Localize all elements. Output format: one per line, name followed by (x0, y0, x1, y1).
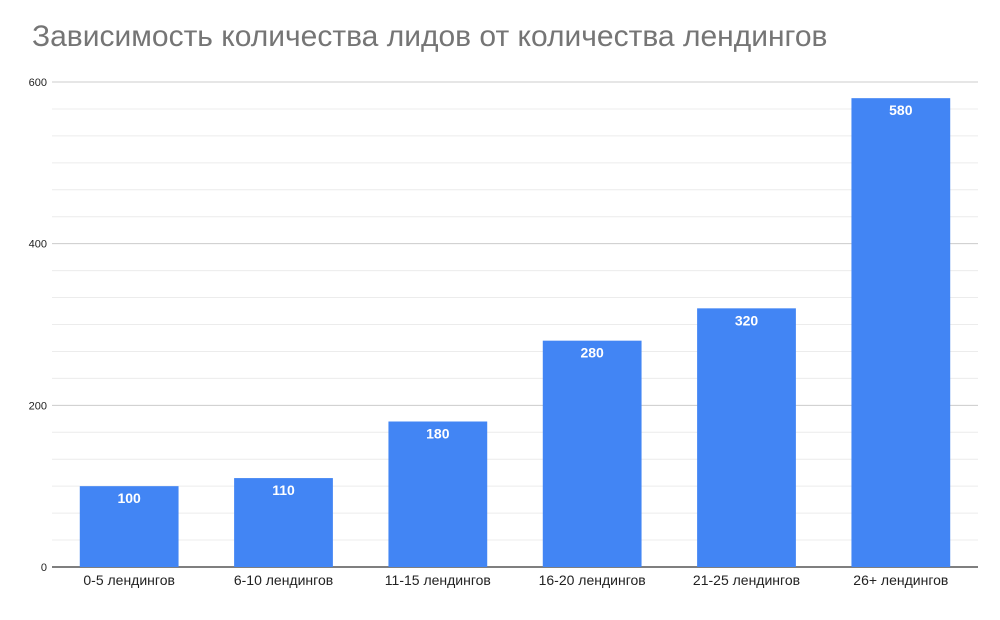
category-axis: 0-5 лендингов 6-10 лендингов 11-15 лендинг… (83, 572, 948, 588)
bar (79, 486, 179, 567)
bar-value-label: 110 (272, 482, 295, 498)
y-axis: 0 200 400 600 (29, 77, 47, 574)
category-label: 6-10 лендингов (234, 572, 333, 588)
y-tick-label: 600 (29, 77, 47, 89)
y-tick-label: 200 (29, 400, 47, 412)
category-label: 11-15 лендингов (385, 572, 491, 588)
bars: 100 110 180 280 320 580 (79, 98, 951, 568)
bar-value-label: 320 (735, 312, 759, 328)
category-label: 21-25 лендингов (693, 572, 800, 588)
y-tick-label: 0 (41, 562, 47, 574)
category-label: 16-20 лендингов (539, 572, 646, 588)
bar (697, 308, 796, 567)
grid-lines (52, 81, 978, 568)
bar (851, 98, 951, 568)
chart-title: Зависимость количества лидов от количест… (32, 20, 828, 53)
bar (388, 421, 488, 567)
category-label: 0-5 лендингов (83, 572, 175, 588)
bar-value-label: 100 (117, 490, 141, 506)
bar (542, 340, 642, 567)
category-label: 26+ лендингов (853, 572, 948, 588)
y-tick-label: 400 (29, 239, 47, 251)
bar-value-label: 180 (426, 426, 450, 442)
bar (234, 478, 333, 567)
bar-value-label: 580 (889, 102, 913, 118)
bar-value-label: 280 (580, 345, 604, 361)
